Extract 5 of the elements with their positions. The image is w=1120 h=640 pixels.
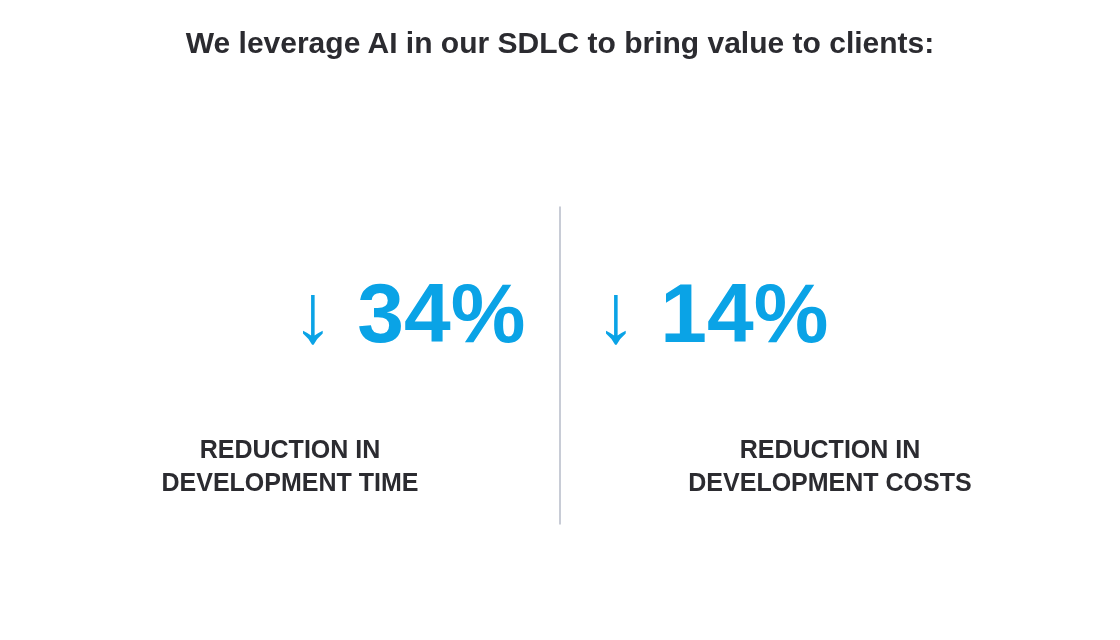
data-label: ↓ 14% — [595, 266, 829, 360]
category-label: REDUCTION IN DEVELOPMENT TIME — [161, 435, 419, 496]
text: We leverage AI in our SDLC to bring value to clients: — [185, 26, 935, 59]
category-label: REDUCTION IN DEVELOPMENT COSTS — [688, 435, 972, 496]
data-label: ↓ 34% — [292, 266, 526, 360]
